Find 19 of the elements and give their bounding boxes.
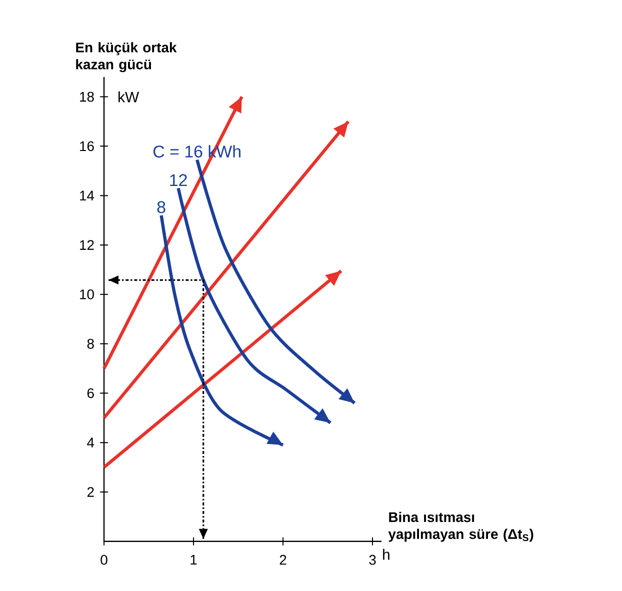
series-label: 8 (157, 201, 166, 214)
text: h (383, 548, 390, 560)
x-tick-label: 0 (100, 554, 108, 565)
series-label: 12 (170, 174, 187, 186)
y-tick-label: 14 (80, 190, 94, 200)
y-tick-label: 8 (87, 338, 94, 349)
y-tick-label: 12 (80, 240, 94, 250)
y-tick-label: 4 (87, 438, 94, 448)
annotation: kW (118, 91, 140, 102)
y-tick-label: 18 (80, 92, 94, 102)
y-axis-title: En küçük ortak kazan gücü (76, 42, 177, 72)
y-tick-label: 10 (80, 289, 94, 300)
x-tick-label: 2 (280, 554, 286, 565)
x-tick-label: 3 (369, 554, 376, 565)
y-tick-label: 16 (80, 141, 94, 152)
y-tick-label: 6 (87, 388, 94, 398)
x-axis-title: Bina ısıtması yapılmayan süre (Δt$_{S}$) (388, 512, 534, 542)
x-tick-label: 1 (190, 554, 197, 564)
y-tick-label: 2 (87, 487, 94, 497)
